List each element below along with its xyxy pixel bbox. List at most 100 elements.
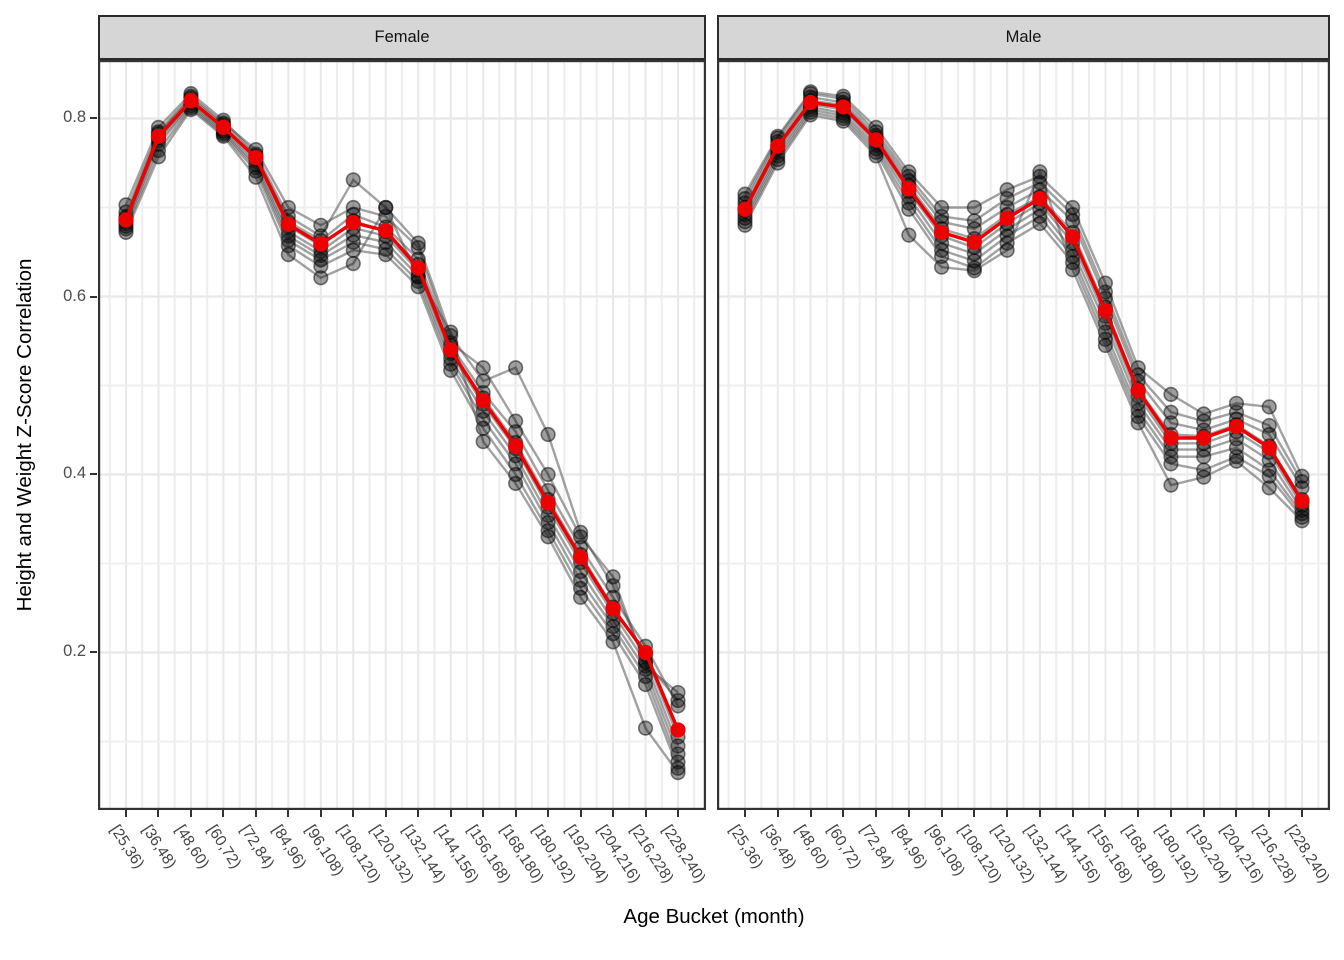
x-tick-mark [352,810,355,817]
mean-data-point [280,216,296,233]
facet-label: Male [1005,28,1042,46]
individual-data-point [933,248,950,265]
mean-data-point [118,212,134,228]
panel-border [98,60,706,810]
individual-data-point [118,224,134,241]
individual-data-point [1163,477,1179,493]
y-tick-label: 0.2 [63,642,86,660]
y-axis-title: Height and Weight Z-Score Correlation [13,258,36,612]
individual-data-point [313,270,329,286]
individual-data-point [508,360,524,376]
x-tick-mark [449,810,452,817]
mean-data-point [1294,493,1310,509]
individual-data-point [637,676,654,693]
mean-data-point [378,223,394,239]
facet-panel-male: Male [25,36) [36,48) [48,60) [60,72) [72,84)… [717,15,1333,945]
individual-data-point [835,113,851,129]
individual-data-point [313,217,329,233]
individual-data-point [1294,513,1310,529]
x-tick-mark [384,810,387,817]
mean-data-point [802,94,819,111]
individual-data-point [1065,213,1081,229]
individual-data-point [1097,337,1114,354]
individual-data-point [540,529,556,545]
x-tick-mark [1268,810,1271,817]
mean-data-point [215,119,232,135]
x-tick-mark [644,810,647,817]
x-tick-mark [973,810,976,817]
individual-data-point [540,426,556,443]
mean-data-point [313,236,329,252]
individual-data-point [933,259,950,275]
x-tick-mark [319,810,322,817]
mean-data-point [572,549,589,565]
mean-data-point [150,128,167,144]
facet-strip-male: Male [717,15,1330,60]
individual-data-point [1163,404,1179,420]
individual-data-point [1032,215,1048,232]
male-plot-area [717,60,1330,810]
individual-data-point [1228,449,1245,465]
x-tick-mark [677,810,679,817]
individual-data-point [475,433,491,450]
x-tick-mark [254,810,257,817]
mean-data-point [670,722,686,738]
mean-data-point [901,181,917,197]
individual-data-point [345,172,361,188]
individual-data-point [1196,469,1212,485]
individual-data-point [605,569,621,585]
x-tick-mark [1006,810,1009,817]
mean-data-point [1065,229,1081,245]
mean-data-point [1032,191,1048,207]
panel-border [717,60,1330,810]
x-tick-mark [222,810,225,817]
mean-data-point [248,150,264,166]
x-tick-mark [1235,810,1238,817]
x-tick-mark [875,810,878,817]
individual-data-point [901,227,917,243]
individual-data-point [966,199,982,216]
individual-data-point [540,466,556,483]
x-tick-mark [1104,810,1107,817]
y-tick-mark [90,117,97,119]
mean-data-point [183,93,199,109]
y-tick-label: 0.6 [63,287,86,305]
individual-data-point [1261,468,1277,484]
mean-data-point [835,99,851,115]
x-tick-mark [940,810,943,817]
x-tick-mark [1169,810,1172,817]
individual-data-point [1261,399,1277,415]
mean-data-point [770,138,786,154]
individual-data-point [999,242,1015,258]
mean-data-point [933,224,950,241]
y-tick-mark [90,651,97,653]
x-tick-mark [514,810,517,817]
individual-data-point [1130,415,1146,431]
facet-panel-female: Female [25,36) [36,48) [48,60) [60,72) [72,8… [98,15,709,945]
individual-data-point [670,760,686,776]
individual-data-point [378,199,394,216]
x-tick-mark [287,810,290,817]
mean-data-point [410,260,426,276]
individual-data-point [345,255,361,272]
individual-data-point [1163,456,1179,472]
x-tick-mark [125,810,127,817]
individual-data-point [737,217,753,233]
x-tick-mark [809,810,812,817]
mean-data-point [443,342,459,358]
individual-data-point [1163,386,1179,403]
mean-data-point [605,601,621,617]
individual-data-point [605,634,621,650]
mean-data-point [1261,440,1277,456]
mean-data-point [637,644,654,661]
x-tick-mark [189,810,192,817]
x-tick-mark [1137,810,1140,817]
y-tick-mark [90,296,97,298]
x-tick-mark [612,810,615,817]
x-tick-mark [744,810,746,817]
individual-data-point [313,258,329,274]
individual-data-point [443,362,459,378]
mean-data-point [737,201,753,217]
individual-data-point [770,155,786,171]
